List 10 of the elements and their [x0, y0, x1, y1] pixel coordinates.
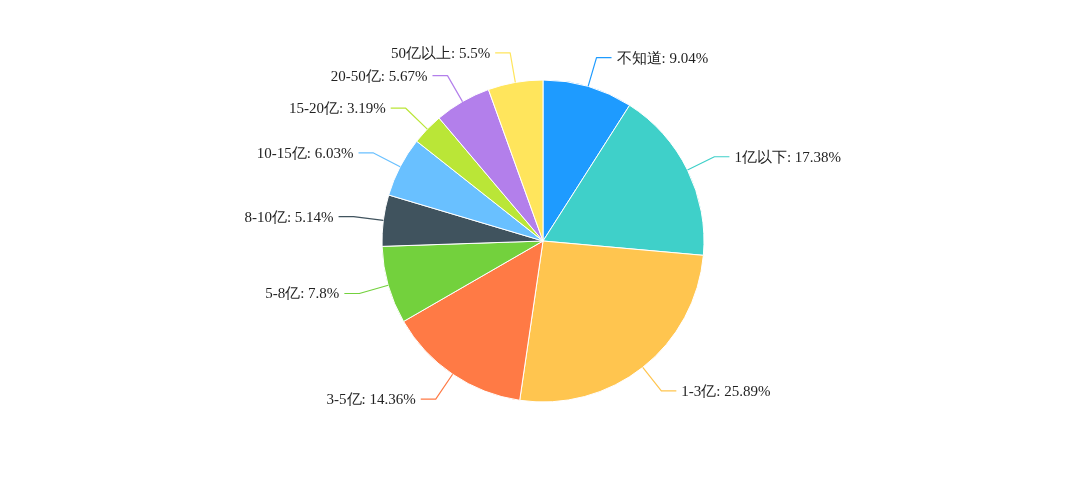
- slice-label: 5-8亿: 7.8%: [265, 285, 340, 302]
- slice-label: 10-15亿: 6.03%: [256, 144, 354, 161]
- slice-label: 3-5亿: 14.36%: [326, 391, 416, 408]
- slice-label: 1亿以下: 17.38%: [734, 148, 842, 165]
- slice-label: 8-10亿: 5.14%: [244, 208, 334, 225]
- slice-label: 不知道: 9.04%: [616, 49, 709, 66]
- slice-label: 20-50亿: 5.67%: [330, 67, 428, 84]
- slice-label: 1-3亿: 25.89%: [681, 382, 771, 399]
- slice-label: 15-20亿: 3.19%: [289, 100, 386, 117]
- slice-label: 50亿以上: 5.5%: [390, 44, 491, 61]
